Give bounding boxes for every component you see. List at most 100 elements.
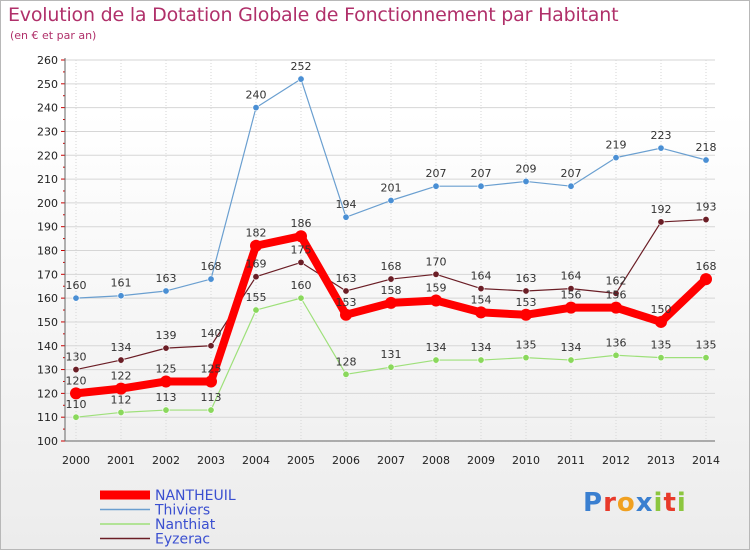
x-tick-label: 2010 xyxy=(512,454,540,467)
data-label-nantheuil: 122 xyxy=(111,370,132,383)
data-point-eyzerac xyxy=(72,366,80,374)
data-label-eyzerac: 134 xyxy=(111,341,132,354)
data-label-eyzerac: 170 xyxy=(426,255,447,268)
data-point-nantheuil xyxy=(475,306,487,319)
data-point-thiviers xyxy=(657,144,665,152)
data-label-eyzerac: 140 xyxy=(201,327,222,340)
legend-label-nanthiat: Nanthiat xyxy=(155,517,216,533)
data-label-nantheuil: 154 xyxy=(471,293,492,306)
data-label-nantheuil: 153 xyxy=(516,296,537,309)
data-label-nanthiat: 112 xyxy=(111,393,132,406)
data-label-eyzerac: 192 xyxy=(651,203,672,216)
data-label-thiviers: 160 xyxy=(66,279,87,292)
data-label-thiviers: 240 xyxy=(246,89,267,102)
data-label-thiviers: 219 xyxy=(606,139,627,152)
logo-letter: x xyxy=(635,488,654,518)
data-point-eyzerac xyxy=(207,342,215,350)
y-tick-label: 200 xyxy=(37,197,58,210)
legend-label-nantheuil: NANTHEUIL xyxy=(155,488,236,504)
data-label-thiviers: 161 xyxy=(111,277,132,290)
data-point-nantheuil xyxy=(565,301,577,314)
data-point-nantheuil xyxy=(295,230,307,243)
data-point-nantheuil xyxy=(700,273,712,286)
y-tick-label: 220 xyxy=(37,149,58,162)
y-tick-label: 170 xyxy=(37,268,58,281)
data-point-eyzerac xyxy=(657,218,665,226)
data-label-thiviers: 168 xyxy=(201,260,222,273)
data-label-nantheuil: 153 xyxy=(336,296,357,309)
data-point-nantheuil xyxy=(205,375,217,388)
data-label-thiviers: 218 xyxy=(696,141,717,154)
data-label-thiviers: 163 xyxy=(156,272,177,285)
data-point-nantheuil xyxy=(385,296,397,309)
data-point-nanthiat xyxy=(342,370,350,378)
data-label-eyzerac: 162 xyxy=(606,274,627,287)
data-label-eyzerac: 164 xyxy=(561,270,582,283)
y-tick-label: 260 xyxy=(37,54,58,67)
data-label-nanthiat: 113 xyxy=(156,391,177,404)
data-label-nantheuil: 150 xyxy=(651,303,672,316)
x-tick-label: 2009 xyxy=(467,454,495,467)
data-label-eyzerac: 130 xyxy=(66,351,87,364)
data-point-nanthiat xyxy=(207,406,215,414)
x-tick-label: 2007 xyxy=(377,454,405,467)
data-label-eyzerac: 163 xyxy=(336,272,357,285)
data-point-eyzerac xyxy=(117,356,125,364)
logo-letter: o xyxy=(616,488,636,518)
x-tick-label: 2005 xyxy=(287,454,315,467)
y-tick-label: 150 xyxy=(37,316,58,329)
data-label-thiviers: 207 xyxy=(471,167,492,180)
data-point-nanthiat xyxy=(657,354,665,362)
data-label-thiviers: 201 xyxy=(381,181,402,194)
y-tick-label: 250 xyxy=(37,78,58,91)
data-label-nantheuil: 156 xyxy=(561,289,582,302)
legend-label-eyzerac: Eyzerac xyxy=(155,532,210,548)
data-point-eyzerac xyxy=(612,289,620,297)
data-label-nanthiat: 136 xyxy=(606,336,627,349)
data-point-nanthiat xyxy=(297,294,305,302)
data-label-eyzerac: 175 xyxy=(291,243,312,256)
data-point-nantheuil xyxy=(115,382,127,395)
data-label-thiviers: 252 xyxy=(291,60,312,73)
logo-letter: t xyxy=(663,488,677,518)
data-label-thiviers: 209 xyxy=(516,162,537,175)
data-point-eyzerac xyxy=(702,216,710,224)
data-label-nanthiat: 134 xyxy=(471,341,492,354)
data-point-nanthiat xyxy=(567,356,575,364)
x-tick-label: 2001 xyxy=(107,454,135,467)
data-point-thiviers xyxy=(522,177,530,185)
x-tick-label: 2003 xyxy=(197,454,225,467)
data-label-nanthiat: 135 xyxy=(696,339,717,352)
chart-title: Evolution de la Dotation Globale de Fonc… xyxy=(8,4,619,26)
x-tick-label: 2014 xyxy=(692,454,720,467)
x-tick-label: 2000 xyxy=(62,454,90,467)
data-point-thiviers xyxy=(252,104,260,112)
data-label-nantheuil: 182 xyxy=(246,227,267,240)
data-point-nanthiat xyxy=(522,354,530,362)
logo-letter: i xyxy=(676,488,687,518)
data-point-eyzerac xyxy=(477,285,485,293)
data-point-thiviers xyxy=(702,156,710,164)
data-point-nantheuil xyxy=(340,308,352,321)
data-point-thiviers xyxy=(477,182,485,190)
data-label-eyzerac: 168 xyxy=(381,260,402,273)
data-point-thiviers xyxy=(297,75,305,83)
data-point-nanthiat xyxy=(477,356,485,364)
data-point-nantheuil xyxy=(250,239,262,252)
data-point-eyzerac xyxy=(567,285,575,293)
data-label-nanthiat: 134 xyxy=(426,341,447,354)
chart-subtitle: (en € et par an) xyxy=(10,29,97,42)
data-label-nanthiat: 155 xyxy=(246,291,267,304)
data-point-thiviers xyxy=(342,213,350,221)
data-point-nanthiat xyxy=(117,408,125,416)
x-tick-label: 2006 xyxy=(332,454,360,467)
data-label-nantheuil: 158 xyxy=(381,284,402,297)
data-point-nantheuil xyxy=(430,294,442,307)
data-point-thiviers xyxy=(432,182,440,190)
data-point-thiviers xyxy=(567,182,575,190)
data-point-nantheuil xyxy=(520,308,532,321)
data-label-nanthiat: 160 xyxy=(291,279,312,292)
logo-letter: r xyxy=(603,488,617,518)
data-point-thiviers xyxy=(162,287,170,295)
